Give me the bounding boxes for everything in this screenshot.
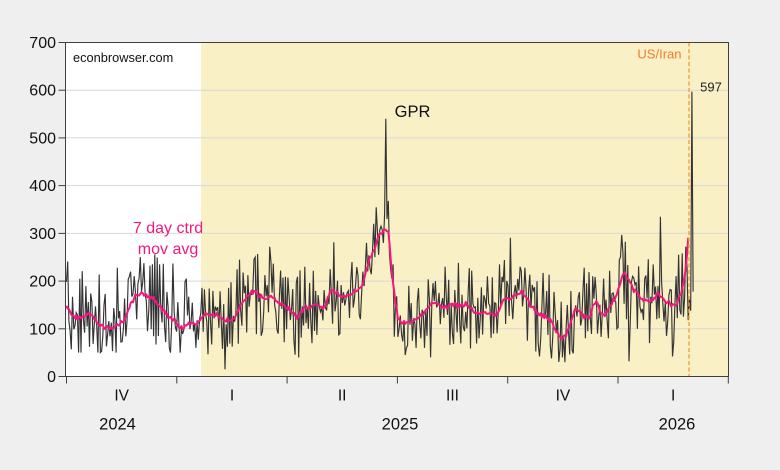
svg-text:IV: IV bbox=[556, 388, 571, 405]
svg-text:I: I bbox=[230, 388, 234, 405]
svg-text:400: 400 bbox=[29, 178, 56, 195]
svg-text:600: 600 bbox=[29, 83, 56, 100]
svg-text:econbrowser.com: econbrowser.com bbox=[73, 50, 173, 65]
svg-text:I: I bbox=[671, 388, 675, 405]
svg-text:500: 500 bbox=[29, 130, 56, 147]
svg-text:GPR: GPR bbox=[395, 103, 431, 121]
svg-text:2024: 2024 bbox=[99, 416, 136, 434]
svg-text:0: 0 bbox=[47, 369, 56, 386]
svg-text:700: 700 bbox=[29, 35, 56, 52]
svg-text:300: 300 bbox=[29, 226, 56, 243]
svg-text:2026: 2026 bbox=[659, 416, 696, 434]
svg-text:100: 100 bbox=[29, 321, 56, 338]
svg-text:III: III bbox=[446, 388, 459, 405]
svg-text:597: 597 bbox=[700, 80, 722, 95]
svg-text:7 day ctrd: 7 day ctrd bbox=[133, 220, 203, 237]
svg-text:2025: 2025 bbox=[382, 416, 419, 434]
svg-text:II: II bbox=[338, 388, 347, 405]
svg-text:mov avg: mov avg bbox=[138, 241, 198, 258]
svg-text:IV: IV bbox=[114, 388, 129, 405]
svg-text:200: 200 bbox=[29, 274, 56, 291]
svg-text:US/Iran: US/Iran bbox=[637, 47, 681, 62]
